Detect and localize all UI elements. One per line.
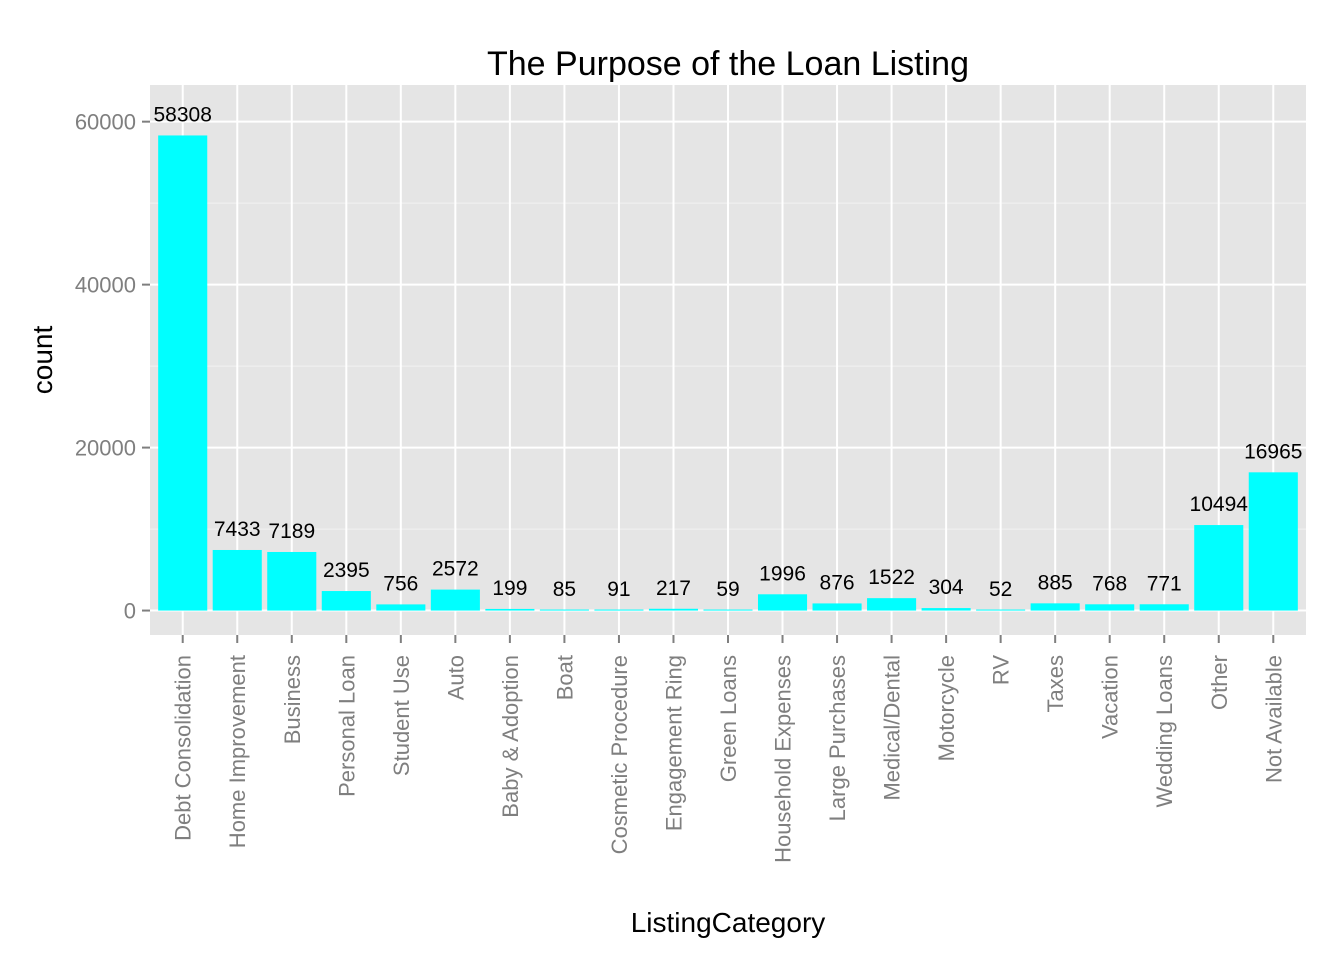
x-tick-label: Debt Consolidation <box>171 655 196 841</box>
x-axis-title: ListingCategory <box>631 907 826 938</box>
y-tick-label: 20000 <box>75 436 136 461</box>
grid-lines <box>150 85 1306 635</box>
x-tick-label: Engagement Ring <box>661 655 686 831</box>
x-axis: Debt Consolidation Home Improvement Busine… <box>171 635 1286 863</box>
x-tick-label: Business <box>280 655 305 744</box>
bar-value-label: 2395 <box>323 559 370 582</box>
x-tick-label: Cosmetic Procedure <box>607 655 632 854</box>
y-tick-label: 40000 <box>75 273 136 298</box>
bar <box>1248 472 1298 611</box>
bar <box>376 604 426 611</box>
bar-value-label: 91 <box>607 578 630 601</box>
x-tick-label: Other <box>1207 655 1232 710</box>
bar-value-label: 1996 <box>759 562 806 585</box>
bar <box>867 598 917 611</box>
bar <box>703 609 753 611</box>
bar-value-label: 52 <box>989 578 1012 601</box>
x-tick-label: Personal Loan <box>334 655 359 797</box>
x-tick-label: Not Available <box>1261 655 1286 783</box>
x-tick-label: Large Purchases <box>825 655 850 821</box>
x-tick-label: Wedding Loans <box>1152 655 1177 808</box>
bar <box>267 551 317 611</box>
bar-value-label: 16965 <box>1244 440 1302 463</box>
bar-value-label: 199 <box>492 577 527 600</box>
x-tick-label: RV <box>989 655 1014 685</box>
y-axis: 0 20000 40000 60000 <box>75 110 150 624</box>
x-tick-label: Medical/Dental <box>880 655 905 801</box>
bar-value-label: 885 <box>1038 571 1073 594</box>
bar-value-label: 7433 <box>214 518 261 541</box>
bar-value-label: 304 <box>929 576 964 599</box>
bar-value-label: 771 <box>1147 572 1182 595</box>
bar <box>594 609 644 611</box>
x-tick-label: Student Use <box>389 655 414 776</box>
x-tick-label: Green Loans <box>716 655 741 782</box>
x-tick-label: Baby & Adoption <box>498 655 523 818</box>
x-tick-label: Auto <box>443 655 468 700</box>
bar-value-label: 59 <box>716 578 739 601</box>
bar-value-label: 217 <box>656 577 691 600</box>
chart-title: The Purpose of the Loan Listing <box>487 45 969 83</box>
value-labels: 58308 7433 7189 2395 756 2572 199 85 91 217 59 1996… <box>154 103 1303 601</box>
bar <box>1194 525 1244 611</box>
bar-value-label: 1522 <box>868 566 915 589</box>
bar <box>485 608 535 611</box>
bars <box>158 135 1298 611</box>
bar <box>976 609 1026 611</box>
bar <box>212 549 262 611</box>
x-tick-label: Home Improvement <box>225 655 250 848</box>
x-tick-label: Boat <box>552 655 577 700</box>
bar <box>158 135 208 611</box>
bar <box>921 608 971 611</box>
bar-value-label: 7189 <box>268 520 315 543</box>
bar <box>1030 603 1080 611</box>
bar-value-label: 876 <box>820 571 855 594</box>
bar-value-label: 2572 <box>432 558 479 581</box>
bar <box>812 603 862 611</box>
bar <box>757 594 808 611</box>
bar-value-label: 58308 <box>154 103 212 126</box>
x-tick-label: Taxes <box>1043 655 1068 712</box>
bar-value-label: 756 <box>383 572 418 595</box>
y-axis-title: count <box>27 326 58 395</box>
bar <box>321 591 371 611</box>
y-tick-label: 0 <box>124 599 136 624</box>
x-tick-label: Vacation <box>1098 655 1123 739</box>
x-tick-label: Motorcycle <box>934 655 959 761</box>
bar <box>430 589 480 611</box>
bar-value-label: 768 <box>1092 572 1127 595</box>
bar <box>1139 604 1189 611</box>
bar <box>539 609 589 611</box>
bar-value-label: 85 <box>553 578 576 601</box>
bar <box>1085 604 1135 611</box>
bar-value-label: 10494 <box>1190 493 1249 516</box>
x-tick-label: Household Expenses <box>771 655 796 863</box>
bar <box>648 608 699 611</box>
y-tick-label: 60000 <box>75 110 136 135</box>
